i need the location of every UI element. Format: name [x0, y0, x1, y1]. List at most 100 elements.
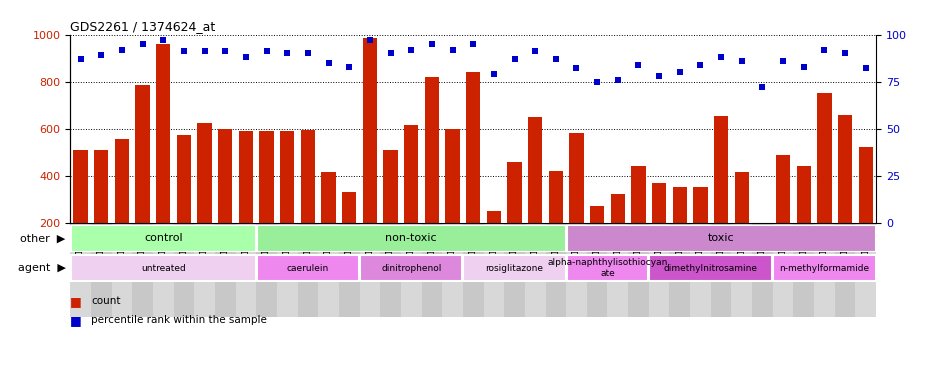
Bar [383, 150, 398, 270]
Bar [277, 223, 298, 317]
Point [630, 61, 645, 68]
Bar [713, 116, 727, 270]
Bar [465, 72, 480, 270]
Bar [298, 223, 318, 317]
Bar [483, 223, 504, 317]
Bar [424, 77, 439, 270]
Bar [690, 223, 710, 317]
Bar [610, 195, 624, 270]
Bar [214, 223, 235, 317]
Point [775, 58, 790, 64]
Bar [504, 223, 524, 317]
Bar [442, 223, 462, 317]
Text: non-toxic: non-toxic [385, 233, 436, 243]
Bar [569, 133, 583, 270]
Bar [566, 225, 875, 252]
Point [73, 56, 88, 62]
Bar [627, 223, 648, 317]
Bar [734, 172, 748, 270]
Bar [524, 223, 545, 317]
Text: ■: ■ [70, 295, 82, 308]
Text: agent  ▶: agent ▶ [18, 263, 66, 273]
Bar [462, 255, 565, 281]
Bar [772, 223, 793, 317]
Point [114, 46, 129, 53]
Point [280, 50, 295, 56]
Bar [586, 223, 607, 317]
Bar [548, 171, 563, 270]
Bar [153, 223, 173, 317]
Point [506, 56, 521, 62]
Bar [793, 223, 813, 317]
Text: percentile rank within the sample: percentile rank within the sample [91, 315, 267, 325]
Text: dimethylnitrosamine: dimethylnitrosamine [663, 263, 757, 273]
Bar [256, 225, 565, 252]
Text: ■: ■ [70, 314, 82, 327]
Text: caerulein: caerulein [286, 263, 329, 273]
Bar [235, 223, 256, 317]
Bar [318, 223, 339, 317]
Bar [672, 187, 686, 270]
Bar [775, 154, 789, 270]
Bar [114, 139, 129, 270]
Text: rosiglitazone: rosiglitazone [485, 263, 543, 273]
Point [135, 41, 150, 47]
Point [424, 41, 439, 47]
Bar [280, 131, 294, 270]
Bar [132, 223, 153, 317]
Bar [855, 223, 875, 317]
Bar [256, 255, 358, 281]
Bar [772, 255, 875, 281]
Point [816, 46, 831, 53]
Bar [527, 117, 542, 270]
Bar [156, 44, 170, 270]
Text: alpha-naphthylisothiocyan
ate: alpha-naphthylisothiocyan ate [547, 258, 667, 278]
Text: dinitrophenol: dinitrophenol [381, 263, 441, 273]
Text: count: count [91, 296, 120, 306]
Bar [421, 223, 442, 317]
Bar [111, 223, 132, 317]
Text: toxic: toxic [707, 233, 734, 243]
Bar [70, 223, 91, 317]
Point [176, 48, 191, 55]
Point [734, 58, 749, 64]
Bar [816, 93, 831, 270]
Point [568, 65, 583, 71]
Point [155, 37, 170, 43]
Point [754, 84, 769, 90]
Point [321, 60, 336, 66]
Bar [731, 223, 752, 317]
Bar [300, 130, 314, 270]
Bar [649, 255, 771, 281]
Point [837, 50, 852, 56]
Bar [321, 172, 335, 270]
Bar [239, 131, 253, 270]
Bar [403, 125, 418, 270]
Bar [566, 255, 648, 281]
Point [486, 71, 501, 77]
Point [342, 63, 357, 70]
Bar [218, 129, 232, 270]
Point [693, 61, 708, 68]
Point [651, 73, 665, 79]
Bar [486, 211, 501, 270]
Point [796, 63, 811, 70]
Bar [590, 206, 604, 270]
Bar [651, 183, 665, 270]
Bar [445, 129, 460, 270]
Bar [648, 223, 668, 317]
Bar [380, 223, 401, 317]
Bar [834, 223, 855, 317]
Bar [259, 131, 273, 270]
Bar [752, 223, 772, 317]
Bar [565, 223, 586, 317]
Text: control: control [144, 233, 183, 243]
Bar [607, 223, 627, 317]
Point [857, 65, 872, 71]
Bar [506, 162, 521, 270]
Point [672, 69, 687, 75]
Point [589, 79, 604, 85]
Point [527, 48, 542, 55]
Point [465, 41, 480, 47]
Point [609, 77, 624, 83]
